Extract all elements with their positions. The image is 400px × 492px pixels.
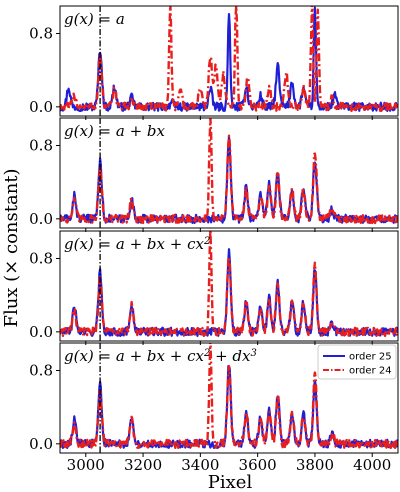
plot-area [60,118,398,228]
y-tick-label: 0.0 [29,210,53,228]
y-tick-label: 0.8 [29,25,53,43]
panel-frame [59,5,399,117]
panel-title: g(x) = a [64,10,125,28]
panel-3: 0.0 0.8 g(x) = a + bx + cx2​ [29,230,399,345]
panel-frame [59,342,399,454]
x-tick-label: 3400 [181,456,219,474]
series-order-24-line [60,231,398,338]
panels: 0.0 0.8 g(x) = a 0.0 0.8 g(x) = a + bx 0.0 0.8 g… [29,5,399,474]
panel-4: 0.0 0.8 3000 3200 3400 3600 3800 4000 g(x) = a +… [29,342,399,474]
series-order-24-line [60,6,398,113]
plot-area [60,6,398,116]
y-tick-label: 0.8 [29,137,53,155]
y-tick-label: 0.0 [29,98,53,116]
x-tick-label: 4000 [353,456,391,474]
legend-label: order 24 [349,366,392,377]
panel-2: 0.0 0.8 g(x) = a + bx [29,117,399,232]
plot-area [60,343,398,453]
y-tick-label: 0.8 [29,362,53,380]
y-tick-label: 0.8 [29,250,53,268]
x-tick-label: 3200 [124,456,162,474]
series-order-24-line [60,118,398,225]
panel-frame [59,230,399,342]
x-tick-label: 3600 [239,456,277,474]
panel-frame [59,117,399,229]
series-order-24-line [60,343,398,450]
legend: order 25 order 24 [317,344,397,380]
y-axis-label: Flux (× constant) [1,168,22,327]
panel-title: g(x) = a + bx + cx2​ + dx3​ [64,347,257,365]
series-order-25-line [60,136,398,224]
legend-label: order 25 [349,352,392,363]
x-tick-label: 3800 [296,456,334,474]
x-tick-label: 3000 [67,456,105,474]
x-axis-label: Pixel [208,472,253,492]
panel-title: g(x) = a + bx [64,122,166,140]
y-tick-label: 0.0 [29,323,53,341]
y-tick-label: 0.0 [29,435,53,453]
plot-area [60,231,398,341]
panel-title: g(x) = a + bx + cx2​ [64,235,210,253]
panel-1: 0.0 0.8 g(x) = a [29,5,399,120]
